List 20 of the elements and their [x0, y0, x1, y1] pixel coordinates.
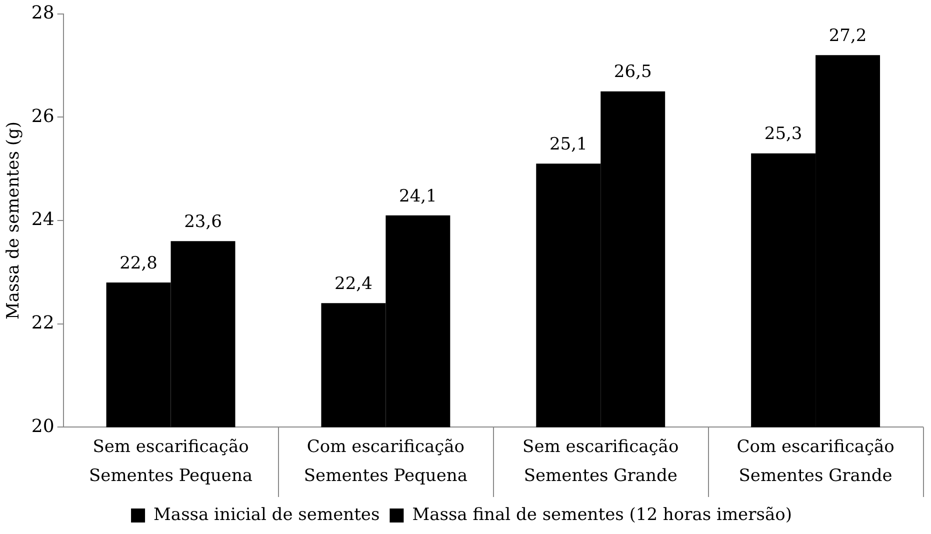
- legend-label: Massa final de sementes (12 horas imersão): [412, 504, 792, 525]
- data-label: 25,1: [549, 134, 588, 155]
- y-tick-label: 22: [31, 312, 54, 334]
- data-label: 26,5: [614, 62, 652, 82]
- legend-label: Massa inicial de sementes: [154, 504, 380, 525]
- x-tick-label: Sem escarificação Sementes Pequena: [88, 437, 253, 486]
- data-label: 25,3: [764, 124, 802, 144]
- x-tick-label: Com escarificação Sementes Grande: [736, 437, 894, 486]
- y-tick-label: 26: [31, 106, 54, 127]
- data-label: 23,6: [184, 212, 222, 232]
- data-label: 24,1: [399, 186, 437, 206]
- data-label: 22,8: [120, 253, 158, 274]
- data-label: 27,2: [828, 26, 867, 46]
- x-tick-label: Sem escarificação Sementes Grande: [522, 437, 679, 486]
- y-tick-label: 20: [31, 416, 54, 437]
- y-axis-title: Massa de sementes (g): [4, 122, 24, 320]
- x-tick-label: Com escarificação Sementes Pequena: [304, 437, 468, 486]
- y-tick-label: 24: [31, 209, 54, 230]
- data-label: 22,4: [334, 274, 372, 294]
- y-tick-label: 28: [31, 2, 54, 24]
